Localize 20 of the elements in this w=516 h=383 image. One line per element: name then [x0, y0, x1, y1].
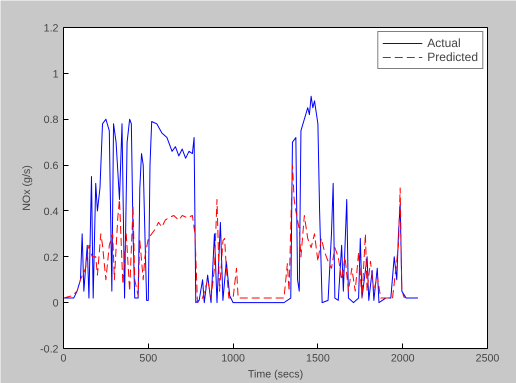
y-tick-label: 0.6 — [44, 160, 59, 172]
y-tick-label: 0.4 — [44, 206, 59, 218]
y-tick-label: 1 — [52, 68, 59, 80]
y-tick-label: 0.2 — [44, 252, 59, 264]
x-axis-title: Time (secs) — [248, 368, 304, 380]
y-tick-label: 1.2 — [44, 22, 59, 34]
line-series — [64, 96, 418, 304]
y-tick-label: -0.2 — [40, 344, 59, 356]
y-tick-label: 0 — [52, 298, 59, 310]
x-tick-label: 500 — [139, 352, 158, 364]
line-series — [64, 164, 405, 304]
x-tick-label: 0 — [60, 352, 67, 364]
x-tick-label: 2500 — [476, 352, 500, 364]
legend-label: Predicted — [427, 50, 478, 64]
x-tick-label: 1500 — [306, 352, 330, 364]
y-tick-label: 0.8 — [44, 114, 59, 126]
legend-label: Actual — [427, 36, 461, 50]
x-tick-label: 2000 — [390, 352, 415, 364]
x-tick-label: 1000 — [221, 352, 246, 364]
y-axis-title: NOx (g/s) — [21, 165, 34, 211]
